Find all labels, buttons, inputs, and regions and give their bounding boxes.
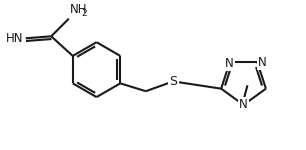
Text: N: N [225,57,234,70]
Text: HN: HN [6,32,24,45]
Text: S: S [169,75,177,88]
Text: N: N [258,56,267,69]
Text: 2: 2 [82,9,87,18]
Text: N: N [239,98,248,111]
Text: NH: NH [70,3,87,16]
